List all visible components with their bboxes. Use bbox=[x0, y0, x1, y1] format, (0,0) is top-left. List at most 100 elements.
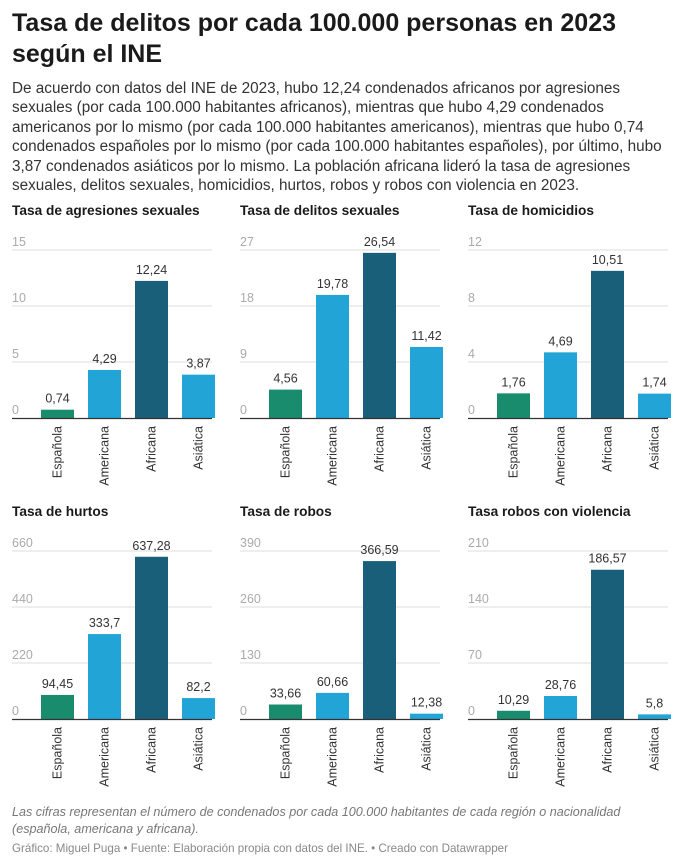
y-tick-label: 140 bbox=[468, 592, 489, 606]
x-category-label: Africana bbox=[145, 727, 159, 773]
y-tick-label: 10 bbox=[12, 291, 26, 305]
y-tick-label: 390 bbox=[240, 536, 261, 550]
bar bbox=[316, 692, 349, 719]
x-category-label: Asiática bbox=[648, 727, 662, 771]
chart-title: Tasa de agresiones sexuales bbox=[12, 203, 200, 218]
data-label: 1,74 bbox=[642, 376, 666, 390]
bar bbox=[88, 634, 121, 719]
y-tick-label: 18 bbox=[240, 291, 254, 305]
data-label: 28,76 bbox=[545, 678, 576, 692]
chart-panel: Tasa de robos 0 130 260 390 33,66 Española 60,… bbox=[240, 504, 460, 794]
x-category-label: Española bbox=[279, 426, 293, 478]
bar-chart: 0 5 10 15 0,74 Española 4,29 Americana 12,24 Afri… bbox=[12, 235, 215, 486]
y-tick-label: 0 bbox=[468, 403, 475, 417]
x-category-label: Asiática bbox=[420, 727, 434, 771]
bar bbox=[41, 409, 74, 418]
x-category-label: Española bbox=[51, 727, 65, 779]
x-category-label: Africana bbox=[373, 727, 387, 773]
bar-chart: 0 130 260 390 33,66 Española 60,66 Americana 366… bbox=[240, 536, 443, 787]
data-label: 12,24 bbox=[136, 263, 167, 277]
x-category-label: Africana bbox=[601, 727, 615, 773]
x-category-label: Asiática bbox=[192, 426, 206, 470]
chart-panel: Tasa de agresiones sexuales 0 5 10 15 0,74 Es… bbox=[12, 203, 232, 493]
data-label: 11,42 bbox=[411, 329, 441, 343]
y-tick-label: 5 bbox=[12, 347, 19, 361]
data-label: 10,29 bbox=[498, 693, 529, 707]
chart-panel: Tasa de homicidios 0 4 8 12 1,76 Española 4,69… bbox=[468, 203, 688, 493]
chart-footer: Gráfico: Miguel Puga • Fuente: Elaboraci… bbox=[12, 842, 508, 855]
x-category-label: Asiática bbox=[420, 426, 434, 470]
chart-description: De acuerdo con datos del INE de 2023, hu… bbox=[12, 80, 662, 195]
y-tick-label: 440 bbox=[12, 592, 33, 606]
y-tick-label: 0 bbox=[12, 403, 19, 417]
data-label: 94,45 bbox=[42, 677, 73, 691]
y-tick-label: 9 bbox=[240, 347, 247, 361]
bar bbox=[135, 280, 168, 418]
bar-chart: 0 9 18 27 4,56 Española 19,78 Americana 26,54 Afr… bbox=[240, 235, 443, 486]
page-title: Tasa de delitos por cada 100.000 persona… bbox=[12, 9, 617, 68]
chart-title: Tasa robos con violencia bbox=[468, 504, 631, 519]
data-label: 366,59 bbox=[360, 543, 398, 557]
x-category-label: Africana bbox=[373, 426, 387, 472]
x-category-label: Española bbox=[51, 426, 65, 478]
data-label: 4,69 bbox=[548, 334, 572, 348]
bar bbox=[182, 698, 215, 719]
bar bbox=[591, 270, 624, 418]
data-label: 10,51 bbox=[592, 253, 623, 267]
y-tick-label: 12 bbox=[468, 235, 482, 249]
y-tick-label: 4 bbox=[468, 347, 475, 361]
chart-title: Tasa de hurtos bbox=[12, 504, 109, 519]
bar bbox=[497, 710, 530, 719]
x-category-label: Asiática bbox=[648, 426, 662, 470]
y-tick-label: 70 bbox=[468, 648, 482, 662]
data-label: 5,8 bbox=[646, 696, 663, 710]
y-tick-label: 0 bbox=[240, 403, 247, 417]
data-label: 82,2 bbox=[186, 680, 210, 694]
x-category-label: Americana bbox=[98, 727, 112, 787]
y-tick-label: 27 bbox=[240, 235, 254, 249]
x-category-label: Americana bbox=[326, 426, 340, 486]
data-label: 4,56 bbox=[273, 372, 297, 386]
chart-panel: Tasa de delitos sexuales 0 9 18 27 4,56 Españ… bbox=[240, 203, 460, 493]
bar bbox=[497, 393, 530, 418]
x-category-label: Española bbox=[507, 426, 521, 478]
bar bbox=[591, 569, 624, 719]
bar bbox=[316, 294, 349, 418]
bar-chart: 0 4 8 12 1,76 Española 4,69 Americana 10,51 Afric… bbox=[468, 235, 671, 486]
bar bbox=[544, 695, 577, 719]
x-category-label: Americana bbox=[554, 426, 568, 486]
data-label: 26,54 bbox=[364, 235, 395, 249]
data-label: 1,76 bbox=[501, 375, 525, 389]
data-label: 60,66 bbox=[317, 675, 348, 689]
y-tick-label: 220 bbox=[12, 648, 33, 662]
bar bbox=[88, 369, 121, 418]
y-tick-label: 0 bbox=[240, 704, 247, 718]
data-label: 186,57 bbox=[588, 552, 626, 566]
bar bbox=[410, 346, 443, 418]
x-category-label: Americana bbox=[554, 727, 568, 787]
bar bbox=[638, 393, 671, 418]
x-category-label: Americana bbox=[98, 426, 112, 486]
x-category-label: Africana bbox=[601, 426, 615, 472]
data-label: 333,7 bbox=[89, 616, 120, 630]
x-category-label: Africana bbox=[145, 426, 159, 472]
y-tick-label: 0 bbox=[468, 704, 475, 718]
bar bbox=[269, 389, 302, 418]
bar bbox=[41, 694, 74, 719]
bar bbox=[182, 374, 215, 418]
chart-title: Tasa de robos bbox=[240, 504, 332, 519]
bar bbox=[410, 713, 443, 719]
bar bbox=[135, 556, 168, 719]
bar bbox=[363, 561, 396, 719]
y-tick-label: 210 bbox=[468, 536, 489, 550]
bar bbox=[269, 704, 302, 719]
chart-title: Tasa de delitos sexuales bbox=[240, 203, 400, 218]
chart-panel: Tasa robos con violencia 0 70 140 210 10,29 E… bbox=[468, 504, 688, 794]
y-tick-label: 8 bbox=[468, 291, 475, 305]
chart-panel: Tasa de hurtos 0 220 440 660 94,45 Española 33… bbox=[12, 504, 232, 794]
chart-note: Las cifras representan el número de cond… bbox=[12, 805, 621, 836]
data-label: 637,28 bbox=[132, 539, 170, 553]
y-tick-label: 660 bbox=[12, 536, 33, 550]
data-label: 19,78 bbox=[317, 277, 348, 291]
bar bbox=[544, 352, 577, 418]
